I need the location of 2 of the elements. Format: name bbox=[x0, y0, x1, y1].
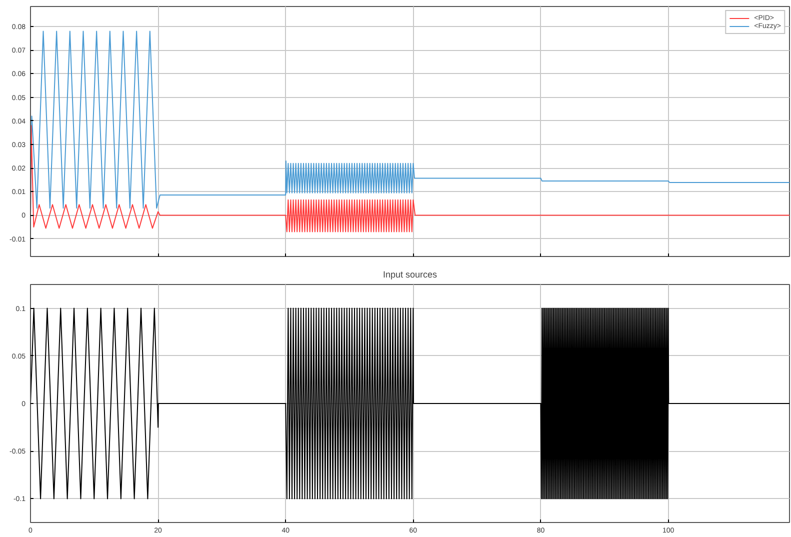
chart-title: Input sources bbox=[382, 270, 438, 280]
line-series bbox=[30, 125, 790, 232]
